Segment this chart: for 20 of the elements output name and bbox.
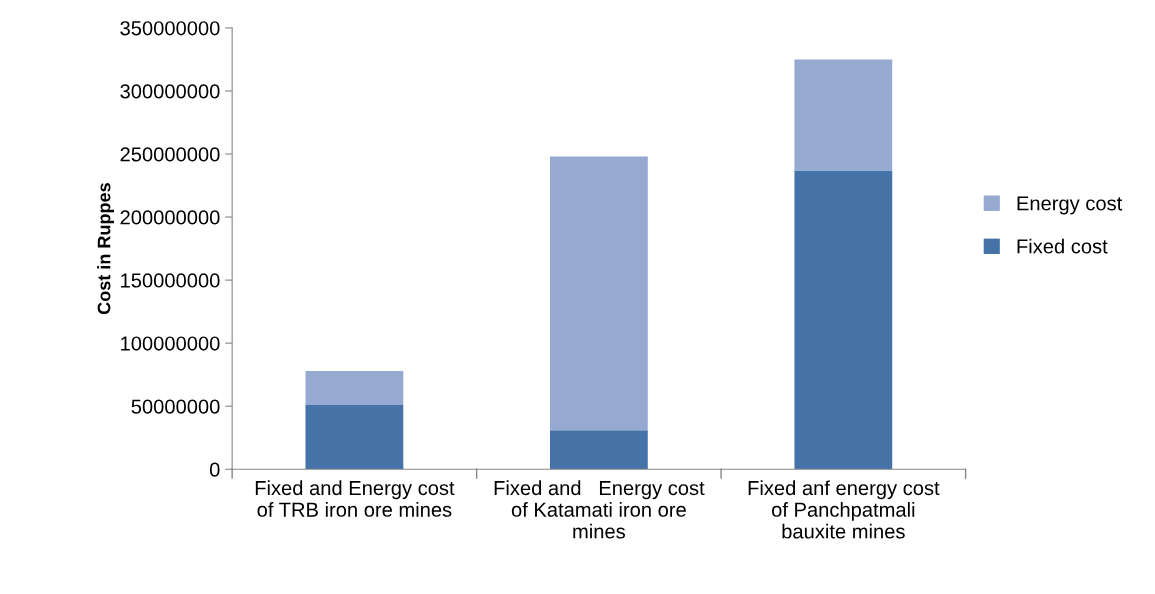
bar xyxy=(549,156,648,431)
x-tick-label: Fixed and Energy cost of Katamati iron ore mines xyxy=(494,480,705,539)
y-axis-title: Cost in Ruppes xyxy=(97,183,114,315)
y-tick-label: 250000000 xyxy=(120,147,220,162)
y-tick-label: 300000000 xyxy=(120,84,220,99)
bar xyxy=(794,170,893,470)
x-tick-label: Fixed anf energy cost of Panchpatmali bauxite mines xyxy=(748,480,940,539)
bar xyxy=(305,404,404,470)
y-tick-label: 0 xyxy=(209,462,220,477)
y-tick-label: 350000000 xyxy=(120,21,220,36)
legend-label: Fixed cost xyxy=(1017,238,1108,254)
x-tick-label: Fixed and Energy cost of TRB iron ore mines xyxy=(255,480,455,517)
bar xyxy=(794,59,893,171)
y-tick-label: 50000000 xyxy=(131,399,220,414)
bar xyxy=(305,370,404,405)
bar xyxy=(549,430,648,470)
legend-label: Energy cost xyxy=(1017,196,1123,215)
y-tick-label: 200000000 xyxy=(120,210,220,225)
y-tick-label: 100000000 xyxy=(121,336,220,351)
y-tick-label: 150000000 xyxy=(121,273,220,288)
